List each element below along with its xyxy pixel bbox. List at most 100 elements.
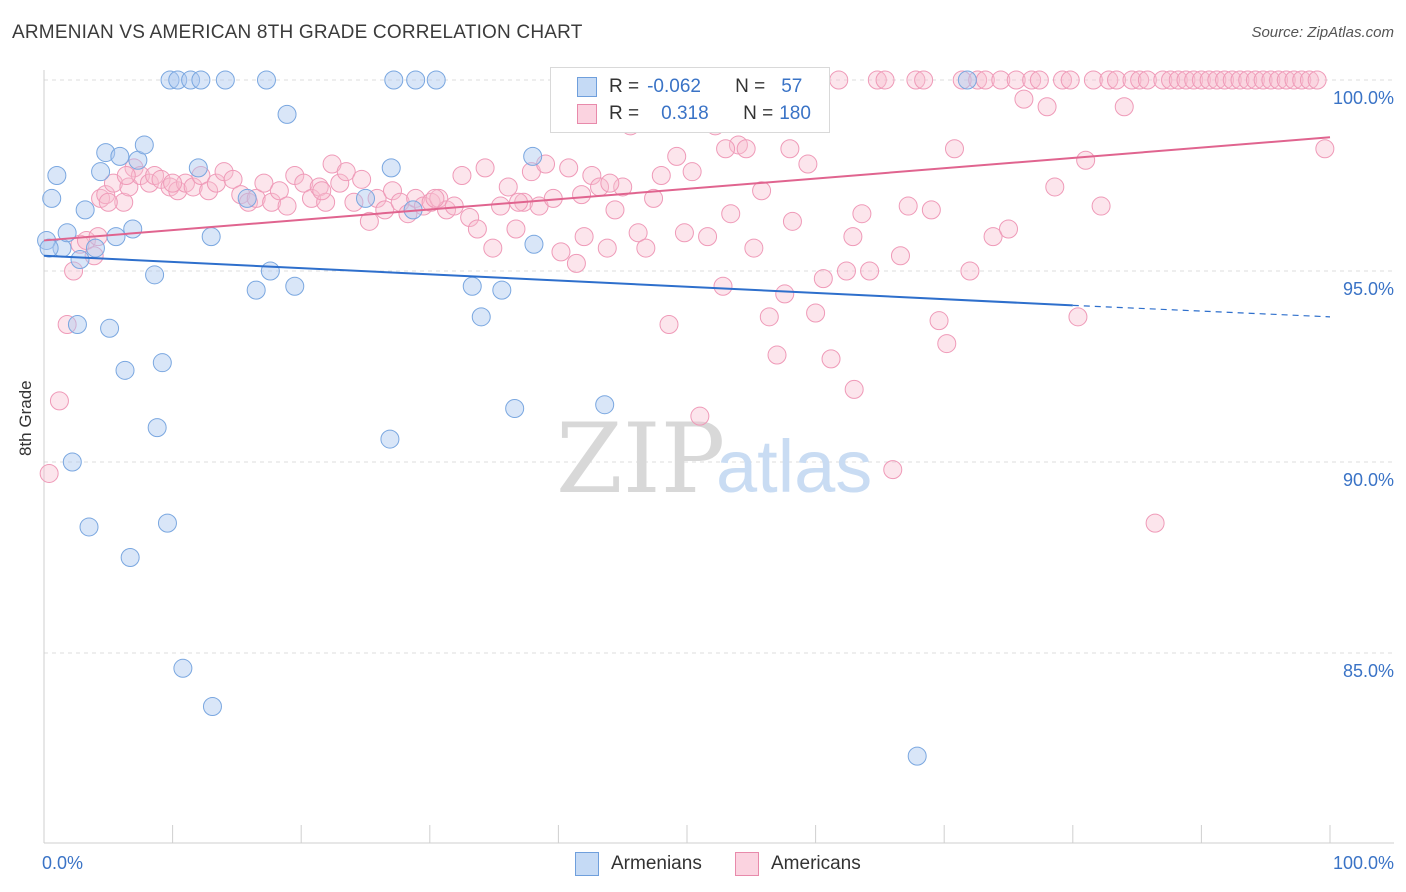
point-armenians	[70, 250, 90, 270]
point-americans	[96, 185, 116, 205]
point-americans	[636, 238, 656, 258]
bottom-legend-swatch-armenians	[575, 852, 599, 876]
point-americans	[277, 196, 297, 216]
point-americans	[682, 162, 702, 182]
point-americans	[1006, 70, 1026, 90]
point-americans	[452, 166, 472, 185]
point-armenians	[957, 70, 977, 90]
point-americans	[191, 166, 211, 185]
point-americans	[782, 211, 802, 231]
point-americans	[1222, 70, 1242, 90]
point-americans	[813, 269, 833, 289]
point-americans	[1199, 70, 1219, 90]
point-americans	[921, 200, 941, 220]
legend-swatch-armenians	[577, 77, 597, 97]
y-tick-label: 100.0%	[1333, 88, 1394, 108]
point-armenians	[96, 143, 116, 163]
point-armenians	[202, 696, 222, 716]
point-americans	[898, 196, 918, 216]
point-americans	[398, 204, 418, 224]
point-americans	[952, 70, 972, 90]
point-americans	[1161, 70, 1181, 90]
point-americans	[57, 314, 77, 334]
point-armenians	[381, 158, 401, 178]
y-tick-label: 85.0%	[1343, 661, 1394, 681]
point-americans	[716, 139, 736, 159]
point-americans	[1037, 97, 1057, 117]
point-americans	[860, 261, 880, 281]
trend-line-americans	[43, 136, 1331, 242]
point-americans	[1083, 70, 1103, 90]
point-americans	[498, 177, 518, 197]
legend-n-value: 57	[781, 76, 803, 97]
point-americans	[1107, 70, 1127, 90]
point-americans	[1076, 150, 1096, 170]
point-americans	[359, 211, 379, 231]
point-americans	[821, 349, 841, 369]
point-americans	[49, 391, 69, 411]
point-americans	[163, 173, 183, 193]
point-americans	[780, 139, 800, 159]
point-armenians	[256, 70, 276, 90]
point-americans	[1230, 70, 1250, 90]
legend-row-armenians: R = -0.062 N = 57	[577, 75, 802, 99]
point-americans	[597, 238, 617, 258]
point-armenians	[47, 166, 67, 185]
point-armenians	[145, 265, 165, 285]
point-americans	[844, 379, 864, 399]
point-americans	[836, 261, 856, 281]
point-americans	[383, 181, 403, 201]
point-armenians	[191, 70, 211, 90]
point-americans	[425, 188, 445, 208]
point-armenians	[123, 219, 143, 239]
point-americans	[1299, 70, 1319, 90]
point-americans	[1060, 70, 1080, 90]
legend-r-value: -0.062	[647, 76, 701, 97]
point-americans	[114, 192, 134, 212]
point-americans	[294, 173, 314, 193]
point-armenians	[134, 135, 154, 155]
point-americans	[199, 181, 219, 201]
point-armenians	[160, 70, 180, 90]
legend-swatch-americans	[577, 104, 597, 124]
point-armenians	[406, 70, 426, 90]
watermark-zip: ZIP	[556, 403, 725, 515]
point-americans	[566, 253, 586, 273]
point-americans	[721, 204, 741, 224]
point-armenians	[42, 188, 62, 208]
point-armenians	[181, 70, 201, 90]
point-armenians	[100, 318, 120, 338]
point-americans	[344, 192, 364, 212]
point-armenians	[260, 261, 280, 281]
point-armenians	[110, 146, 130, 166]
point-americans	[736, 139, 756, 159]
point-armenians	[492, 280, 512, 300]
point-armenians	[188, 158, 208, 178]
point-americans	[883, 460, 903, 480]
point-americans	[491, 196, 511, 216]
point-armenians	[91, 162, 111, 182]
point-americans	[767, 345, 787, 365]
point-americans	[1276, 70, 1296, 90]
point-americans	[269, 181, 289, 201]
point-armenians	[157, 513, 177, 533]
point-americans	[1238, 70, 1258, 90]
point-armenians	[356, 188, 375, 208]
y-tick-label: 95.0%	[1343, 279, 1394, 299]
bottom-legend-americans: Americans	[735, 852, 861, 876]
point-americans	[352, 169, 372, 189]
point-americans	[1114, 97, 1134, 117]
point-americans	[1191, 70, 1211, 90]
point-americans	[944, 139, 964, 159]
point-americans	[559, 158, 579, 178]
legend-r-label: R =	[609, 76, 640, 97]
point-americans	[852, 204, 872, 224]
point-armenians	[75, 200, 95, 220]
point-americans	[875, 70, 895, 90]
bottom-legend-label: Americans	[771, 853, 861, 874]
trend-line-armenians	[43, 254, 1073, 307]
point-americans	[906, 70, 926, 90]
point-armenians	[380, 429, 400, 449]
point-armenians	[147, 418, 167, 438]
point-armenians	[523, 146, 543, 166]
